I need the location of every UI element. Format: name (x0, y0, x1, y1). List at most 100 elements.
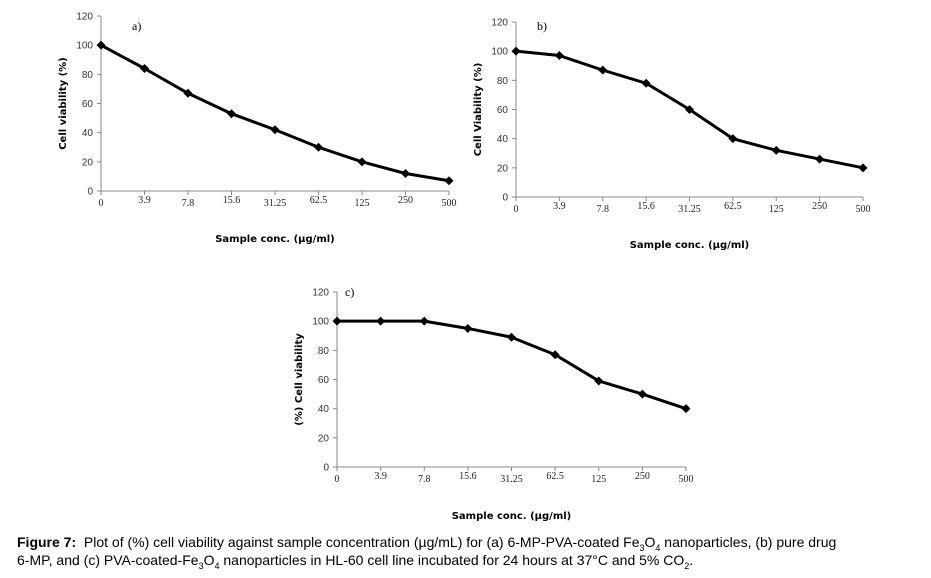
data-point (728, 134, 738, 144)
caption-text: O (203, 552, 215, 568)
figure-caption: Figure 7: Plot of (%) cell viability aga… (17, 533, 927, 571)
caption-sub: 3 (198, 561, 204, 571)
data-point (419, 316, 429, 326)
x-tick-label: 125 (591, 474, 606, 485)
y-tick-label: 120 (312, 288, 329, 299)
y-tick-label: 80 (82, 70, 94, 81)
y-tick-label: 80 (318, 346, 330, 357)
x-tick-label: 0 (514, 204, 519, 215)
x-axis-title: Sample conc. (µg/ml) (452, 511, 572, 522)
caption-text: . (689, 552, 694, 568)
data-point (270, 125, 280, 135)
chart-panel-b: 0 20 40 60 80 100 120 0 3.9 7.8 15.6 31.25 62.5 125 25… (473, 18, 871, 252)
x-tick-label: 62.5 (310, 195, 328, 206)
data-point (357, 157, 367, 167)
y-tick-label: 80 (497, 76, 509, 87)
x-tick-label: 62.5 (724, 201, 742, 212)
y-axis-title: Cell viability (%) (58, 57, 69, 150)
series-line (100, 43, 450, 183)
x-tick-label: 62.5 (546, 471, 564, 482)
y-tick-label: 60 (497, 105, 509, 116)
y-tick-label: 60 (82, 99, 94, 110)
x-tick-label: 15.6 (637, 201, 655, 212)
data-point (507, 332, 516, 342)
x-tick-label: 500 (442, 198, 457, 209)
y-tick-label: 0 (87, 187, 93, 198)
data-point (332, 316, 342, 326)
data-point (681, 404, 691, 414)
data-point (227, 109, 236, 119)
x-tick-label: 15.6 (459, 471, 477, 482)
y-tick-label: 100 (312, 317, 329, 328)
data-point (641, 78, 651, 88)
y-tick-label: 40 (82, 128, 94, 139)
data-point (183, 88, 193, 98)
data-point (771, 145, 781, 155)
x-tick-label: 125 (769, 204, 784, 215)
data-point (401, 169, 410, 178)
x-tick-label: 250 (635, 471, 650, 482)
data-point (637, 389, 647, 399)
caption-sub: 3 (639, 543, 645, 553)
x-axis-title: Sample conc. (µg/ml) (215, 234, 335, 245)
caption-text-4: nanoparticles in HL-60 cell line incubat… (219, 552, 685, 568)
x-tick-label: 3.9 (374, 471, 387, 482)
caption-label: Figure 7: (17, 534, 77, 550)
panel-label: b) (537, 19, 547, 33)
data-point (444, 176, 454, 186)
x-tick-label: 0 (99, 198, 104, 209)
y-axis-title: (%) Cell viability (294, 333, 305, 426)
x-tick-label: 3.9 (553, 201, 566, 212)
caption-text-2: nanoparticles, (b) pure drug (660, 534, 837, 550)
caption-sub: 4 (214, 561, 220, 571)
data-point (314, 142, 323, 152)
data-point (140, 64, 149, 73)
x-tick-label: 31.25 (500, 474, 523, 485)
y-tick-label: 20 (82, 157, 94, 168)
y-tick-label: 0 (502, 193, 508, 204)
y-tick-label: 120 (491, 18, 508, 29)
x-tick-label: 7.8 (182, 198, 195, 209)
y-tick-label: 60 (318, 375, 330, 386)
caption-text-3: 6-MP, and (c) PVA-coated-Fe (17, 552, 199, 568)
y-tick-label: 40 (318, 404, 330, 415)
chart-panel-a: 0 20 40 60 80 100 120 0 3.9 7.8 15.6 31.25 62.5 125 25… (58, 12, 457, 246)
caption-sub: 4 (655, 543, 661, 553)
data-point (96, 40, 106, 50)
panel-label: a) (132, 19, 141, 33)
data-point (511, 46, 521, 56)
y-tick-label: 100 (491, 47, 508, 58)
x-tick-label: 7.8 (597, 204, 610, 215)
x-tick-label: 500 (856, 204, 871, 215)
data-point (598, 65, 608, 75)
panel-label: c) (345, 285, 354, 299)
x-tick-label: 31.25 (678, 204, 701, 215)
y-tick-label: 0 (323, 463, 329, 474)
x-tick-label: 3.9 (138, 195, 151, 206)
x-tick-label: 31.25 (264, 198, 287, 209)
figure-charts: 0 20 40 60 80 100 120 0 3.9 7.8 15.6 31.25 62.5 125 25… (58, 12, 871, 523)
x-tick-label: 0 (335, 474, 340, 485)
data-point (815, 154, 825, 164)
data-point (554, 51, 564, 61)
y-tick-label: 20 (497, 163, 509, 174)
y-tick-label: 40 (497, 134, 509, 145)
data-point (594, 376, 604, 386)
data-point (463, 323, 473, 333)
x-tick-label: 250 (812, 201, 827, 212)
x-axis-title: Sample conc. (µg/ml) (630, 240, 750, 251)
y-tick-label: 20 (318, 433, 330, 444)
caption-text-1: Plot of (%) cell viability against sampl… (83, 534, 640, 550)
x-tick-label: 7.8 (418, 474, 431, 485)
x-tick-label: 125 (355, 198, 370, 209)
caption-text: O (644, 534, 656, 550)
x-tick-label: 500 (679, 474, 694, 485)
caption-sub: 2 (684, 561, 690, 571)
data-point (550, 350, 560, 360)
y-axis-title: Cell Viability (%) (473, 63, 484, 157)
y-tick-label: 100 (76, 41, 93, 52)
data-point (685, 105, 694, 114)
data-point (376, 316, 386, 326)
x-tick-label: 15.6 (223, 195, 241, 206)
x-tick-label: 250 (398, 195, 413, 206)
